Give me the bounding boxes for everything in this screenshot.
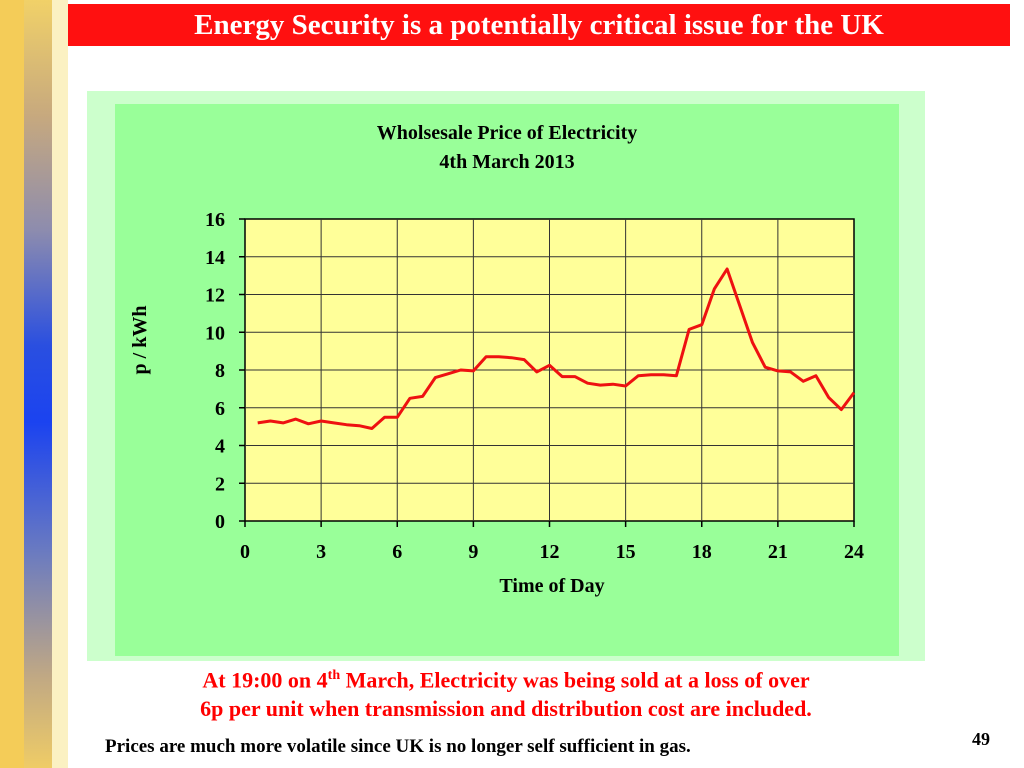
x-tick-label: 6 bbox=[392, 541, 402, 563]
footnote: Prices are much more volatile since UK i… bbox=[105, 736, 691, 757]
y-tick-label: 16 bbox=[205, 209, 225, 231]
caption-line-2: 6p per unit when transmission and distri… bbox=[200, 696, 812, 721]
chart-subtitle: 4th March 2013 bbox=[439, 151, 574, 173]
price-series-line bbox=[257, 267, 856, 430]
gridlines bbox=[245, 219, 854, 521]
y-tick-label: 10 bbox=[205, 322, 225, 344]
y-tick-label: 14 bbox=[205, 247, 225, 269]
caption-text-a: At 19:00 on 4 bbox=[202, 667, 328, 693]
x-tick-label: 3 bbox=[316, 541, 326, 563]
left-pale-stripe bbox=[52, 0, 68, 768]
page-number: 49 bbox=[972, 729, 990, 749]
x-axis-label: Time of Day bbox=[499, 575, 604, 597]
left-gradient-stripe bbox=[24, 0, 52, 768]
y-tick-label: 8 bbox=[215, 360, 225, 382]
y-axis-label: p / kWh bbox=[129, 306, 151, 375]
y-tick-label: 4 bbox=[215, 436, 225, 458]
caption-line-1: At 19:00 on 4th March, Electricity was b… bbox=[88, 659, 924, 696]
y-tick-label: 2 bbox=[215, 473, 225, 495]
x-tick-label: 18 bbox=[692, 541, 712, 563]
slide-title: Energy Security is a potentially critica… bbox=[68, 4, 1010, 46]
x-tick-label: 0 bbox=[240, 541, 250, 563]
y-tick-label: 12 bbox=[205, 285, 225, 307]
x-tick-label: 24 bbox=[844, 541, 864, 563]
left-gold-stripe bbox=[0, 0, 24, 768]
x-tick-label: 12 bbox=[540, 541, 560, 563]
caption-superscript: th bbox=[327, 668, 341, 683]
chart-title: Wholsesale Price of Electricity bbox=[377, 122, 637, 144]
caption-text-b: March, Electricity was being sold at a l… bbox=[340, 667, 810, 693]
x-tick-label: 15 bbox=[616, 541, 636, 563]
y-tick-label: 6 bbox=[215, 398, 225, 420]
y-tick-label: 0 bbox=[215, 511, 225, 533]
x-tick-label: 21 bbox=[768, 541, 788, 563]
x-tick-label: 9 bbox=[468, 541, 478, 563]
